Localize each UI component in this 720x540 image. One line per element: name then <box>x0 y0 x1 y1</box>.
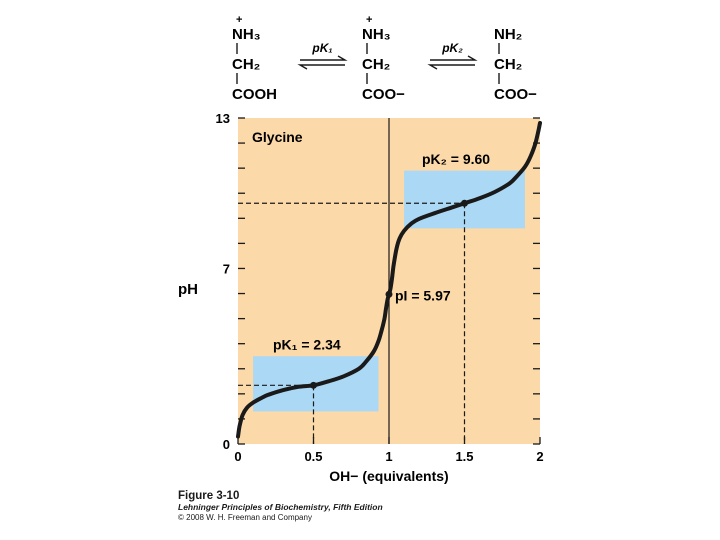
key-point-2 <box>385 290 393 298</box>
forward-arrow <box>430 55 478 61</box>
x-tick-label: 2 <box>536 449 543 464</box>
key-point-label-1: pK₁ = 2.34 <box>273 336 341 352</box>
x-tick-label: 1 <box>385 449 392 464</box>
amino-group: NH₃ <box>232 26 261 43</box>
figure-number: Figure 3-10 <box>178 490 240 502</box>
carboxyl-group: COO− <box>362 86 405 103</box>
reverse-arrow <box>297 64 345 70</box>
forward-arrow <box>300 55 348 61</box>
y-tick-label: 7 <box>223 261 230 276</box>
equilibrium-label-2: pK₂ <box>441 41 463 55</box>
key-point-labels: pK₁ = 2.34 pI = 5.97 pK₂ = 9.60 <box>273 151 490 352</box>
carboxyl-group: COO− <box>494 86 537 103</box>
figure-caption: Figure 3-10 Lehninger Principles of Bioc… <box>178 490 383 522</box>
book-title: Lehninger Principles of Biochemistry, Fi… <box>178 502 383 513</box>
key-point-1 <box>310 381 317 389</box>
amino-group: NH₃ <box>362 26 391 43</box>
methylene-group: CH₂ <box>232 56 260 73</box>
amino-group: NH₂ <box>494 26 522 43</box>
key-point-label-3: pK₂ = 9.60 <box>422 151 490 167</box>
charge-plus: + <box>236 14 242 26</box>
x-axis-label: OH− (equivalents) <box>329 468 448 484</box>
reverse-arrow <box>427 64 475 70</box>
methylene-group: CH₂ <box>362 56 390 73</box>
y-tick-label: 0 <box>223 437 230 452</box>
x-tick-label: 1.5 <box>455 449 473 464</box>
x-tick-label: 0.5 <box>304 449 322 464</box>
carboxyl-group: COOH <box>232 86 277 103</box>
y-tick-label: 13 <box>216 111 230 126</box>
guide-lines <box>238 202 466 444</box>
x-tick-label: 0 <box>234 449 241 464</box>
key-point-label-2: pI = 5.97 <box>395 287 451 303</box>
equilibrium-label-1: pK₁ <box>311 41 332 55</box>
axis-ticks <box>237 117 541 445</box>
copyright: © 2008 W. H. Freeman and Company <box>178 512 312 522</box>
charge-plus: + <box>366 14 372 26</box>
key-points <box>310 199 468 389</box>
key-point-3 <box>461 199 468 207</box>
y-axis-label: pH <box>178 281 198 298</box>
methylene-group: CH₂ <box>494 56 522 73</box>
tick-labels: 0 0.5 1 1.5 2 0 7 13 <box>216 111 544 464</box>
chart-title: Glycine <box>252 129 303 145</box>
